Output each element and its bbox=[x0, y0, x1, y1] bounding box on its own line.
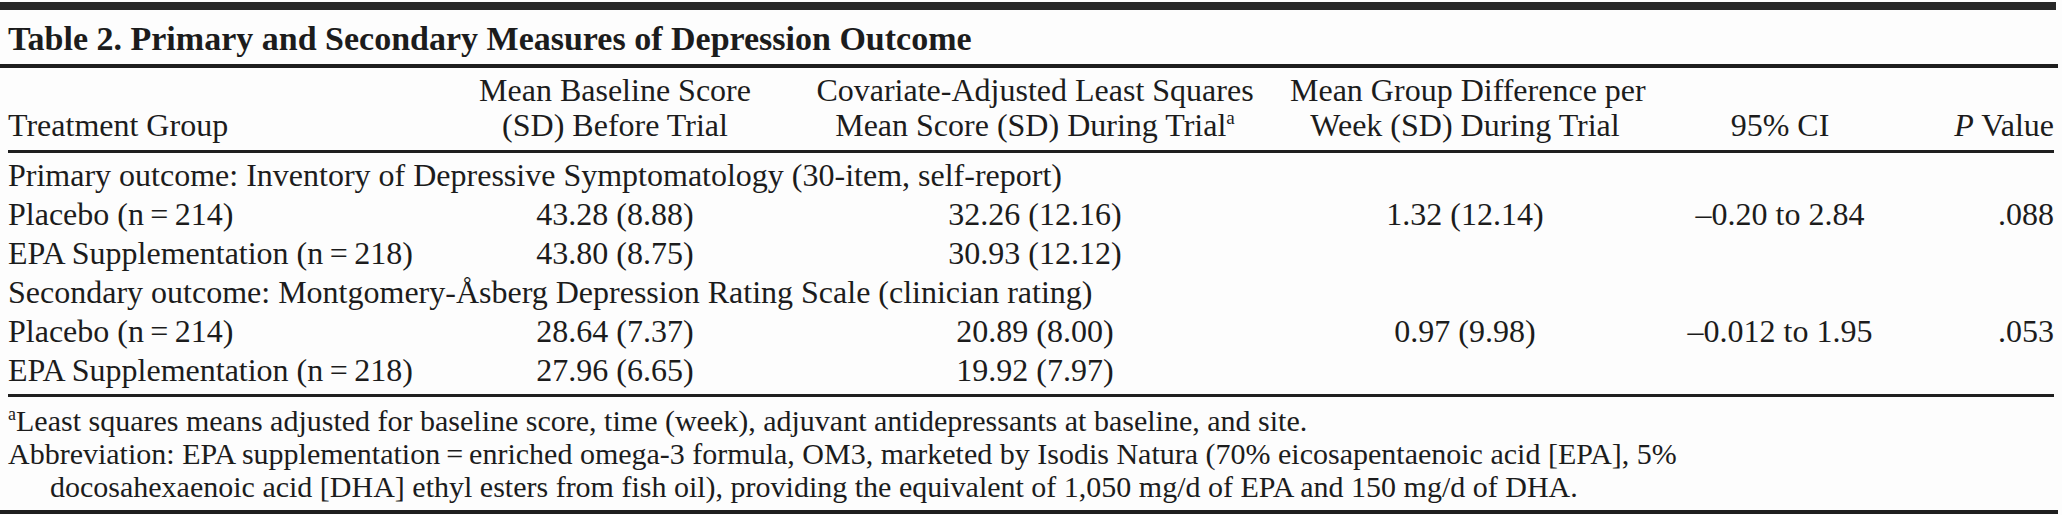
cell-group-difference: 0.97 (9.98) bbox=[1290, 312, 1640, 351]
section-label-secondary-outcome: Secondary outcome: Montgomery-Åsberg Dep… bbox=[8, 273, 2054, 312]
table-body: Primary outcome: Inventory of Depressive… bbox=[8, 152, 2054, 396]
col-header-difference-line1: Mean Group Difference per bbox=[1290, 73, 1640, 108]
col-header-difference-line2: Week (SD) During Trial bbox=[1290, 108, 1640, 143]
cell-covariate-score: 32.26 (12.16) bbox=[780, 195, 1290, 234]
col-header-covariate-adjusted: Covariate-Adjusted Least Squares Mean Sc… bbox=[780, 68, 1290, 152]
bottom-rule bbox=[0, 510, 2058, 514]
footnote-a: aLeast squares means adjusted for baseli… bbox=[8, 404, 2062, 437]
footnote-abbreviation-line2: docosahexaenoic acid [DHA] ethyl esters … bbox=[8, 470, 2062, 503]
cell-p-value: .088 bbox=[1920, 195, 2054, 234]
cell-covariate-score: 20.89 (8.00) bbox=[780, 312, 1290, 351]
col-header-baseline-line1: Mean Baseline Score bbox=[450, 73, 780, 108]
cell-ci: –0.20 to 2.84 bbox=[1640, 195, 1920, 234]
journal-table-figure: Table 2. Primary and Secondary Measures … bbox=[0, 2, 2062, 515]
section-label-primary-outcome: Primary outcome: Inventory of Depressive… bbox=[8, 152, 2054, 196]
table-row: Placebo (n = 214) 43.28 (8.88) 32.26 (12… bbox=[8, 195, 2054, 234]
col-header-baseline-line2: (SD) Before Trial bbox=[450, 108, 780, 143]
cell-group-difference bbox=[1290, 234, 1640, 273]
cell-group-difference bbox=[1290, 351, 1640, 396]
col-header-p-value: P Value bbox=[1920, 68, 2054, 152]
cell-treatment-group: Placebo (n = 214) bbox=[8, 195, 450, 234]
table-row: Placebo (n = 214) 28.64 (7.37) 20.89 (8.… bbox=[8, 312, 2054, 351]
p-value-rest: Value bbox=[1974, 107, 2054, 143]
cell-baseline-score: 43.28 (8.88) bbox=[450, 195, 780, 234]
cell-group-difference: 1.32 (12.14) bbox=[1290, 195, 1640, 234]
col-header-covariate-line2: Mean Score (SD) During Triala bbox=[780, 108, 1290, 143]
cell-p-value: .053 bbox=[1920, 312, 2054, 351]
table-title: Table 2. Primary and Secondary Measures … bbox=[8, 21, 2062, 57]
col-header-covariate-line2-text: Mean Score (SD) During Trial bbox=[835, 107, 1226, 143]
section-header-row-primary: Primary outcome: Inventory of Depressive… bbox=[8, 152, 2054, 196]
cell-treatment-group: EPA Supplementation (n = 218) bbox=[8, 351, 450, 396]
table-row: EPA Supplementation (n = 218) 27.96 (6.6… bbox=[8, 351, 2054, 396]
col-header-95-ci: 95% CI bbox=[1640, 68, 1920, 152]
cell-ci bbox=[1640, 351, 1920, 396]
cell-baseline-score: 27.96 (6.65) bbox=[450, 351, 780, 396]
header-row: Treatment Group Mean Baseline Score (SD)… bbox=[8, 68, 2054, 152]
footnote-a-text: Least squares means adjusted for baselin… bbox=[16, 404, 1307, 437]
col-header-treatment-group: Treatment Group bbox=[8, 68, 450, 152]
table-footnotes: aLeast squares means adjusted for baseli… bbox=[8, 404, 2062, 503]
cell-covariate-score: 30.93 (12.12) bbox=[780, 234, 1290, 273]
cell-treatment-group: Placebo (n = 214) bbox=[8, 312, 450, 351]
cell-baseline-score: 43.80 (8.75) bbox=[450, 234, 780, 273]
p-value-italic-p: P bbox=[1954, 107, 1974, 143]
top-rule-thick bbox=[0, 2, 2056, 10]
cell-ci: –0.012 to 1.95 bbox=[1640, 312, 1920, 351]
footnote-a-marker: a bbox=[8, 404, 16, 424]
cell-p-value bbox=[1920, 234, 2054, 273]
col-header-baseline-score: Mean Baseline Score (SD) Before Trial bbox=[450, 68, 780, 152]
footnote-a-marker: a bbox=[1226, 107, 1235, 128]
table-row: EPA Supplementation (n = 218) 43.80 (8.7… bbox=[8, 234, 2054, 273]
cell-baseline-score: 28.64 (7.37) bbox=[450, 312, 780, 351]
col-header-covariate-line1: Covariate-Adjusted Least Squares bbox=[780, 73, 1290, 108]
outcomes-table: Treatment Group Mean Baseline Score (SD)… bbox=[8, 68, 2054, 397]
cell-ci bbox=[1640, 234, 1920, 273]
cell-treatment-group: EPA Supplementation (n = 218) bbox=[8, 234, 450, 273]
cell-p-value bbox=[1920, 351, 2054, 396]
cell-covariate-score: 19.92 (7.97) bbox=[780, 351, 1290, 396]
table-header: Treatment Group Mean Baseline Score (SD)… bbox=[8, 68, 2054, 152]
section-header-row-secondary: Secondary outcome: Montgomery-Åsberg Dep… bbox=[8, 273, 2054, 312]
col-header-group-difference: Mean Group Difference per Week (SD) Duri… bbox=[1290, 68, 1640, 152]
footnote-abbreviation-line1: Abbreviation: EPA supplementation = enri… bbox=[8, 437, 2062, 470]
